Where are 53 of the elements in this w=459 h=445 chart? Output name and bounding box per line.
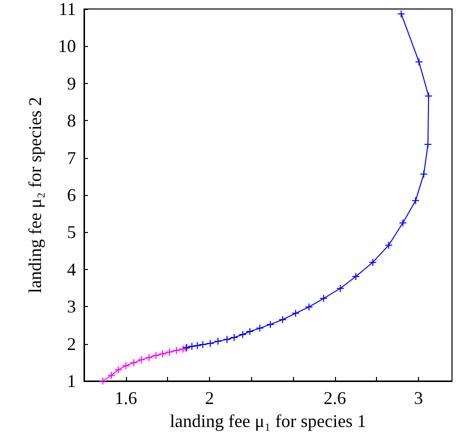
point: [384, 241, 393, 250]
point: [256, 324, 264, 332]
point: [320, 294, 328, 302]
point: [278, 316, 287, 324]
y-tick-label: 3: [67, 296, 76, 317]
y-tick-label: 2: [67, 334, 76, 354]
x-tick-label: 2.6: [324, 388, 346, 408]
y-tick-label: 9: [67, 73, 76, 94]
x-tick-label: 1.6: [114, 388, 138, 408]
y-tick-label: 11: [58, 0, 76, 19]
point: [193, 342, 202, 350]
point: [172, 346, 180, 354]
y-tick-label: 1: [67, 371, 76, 391]
point: [304, 302, 313, 311]
y-axis-title: landing fee μ₂ for species 2: [25, 96, 45, 294]
point: [130, 358, 138, 367]
y-tick-label: 4: [67, 259, 76, 280]
point: [246, 328, 254, 336]
point: [137, 356, 146, 364]
x-tick-label: 3: [414, 388, 424, 408]
point: [198, 340, 207, 349]
point: [424, 92, 433, 100]
point: [107, 371, 116, 380]
point: [230, 333, 238, 342]
point: [152, 351, 160, 360]
point: [266, 320, 274, 328]
point: [223, 335, 232, 344]
point: [368, 258, 377, 266]
point: [352, 272, 360, 280]
point: [398, 218, 407, 227]
point: [214, 337, 222, 346]
point: [145, 354, 154, 362]
point: [420, 170, 428, 178]
point: [424, 140, 432, 148]
x-tick-label: 2: [204, 388, 214, 408]
point: [336, 284, 344, 292]
point: [292, 309, 300, 318]
x-axis-title: landing fee μ₁ for species 1: [170, 410, 366, 431]
point: [166, 348, 174, 356]
point: [122, 362, 130, 370]
point: [397, 10, 406, 18]
y-tick-label: 8: [67, 110, 76, 131]
y-tick-label: 5: [67, 222, 76, 242]
point: [238, 330, 247, 338]
point: [114, 366, 122, 374]
point: [158, 350, 167, 358]
y-tick-label: 7: [67, 148, 76, 168]
point: [98, 377, 107, 385]
point: [414, 58, 423, 66]
y-tick-label: 10: [58, 36, 76, 56]
point: [412, 196, 420, 205]
point: [206, 339, 214, 348]
y-tick-label: 6: [67, 185, 76, 205]
